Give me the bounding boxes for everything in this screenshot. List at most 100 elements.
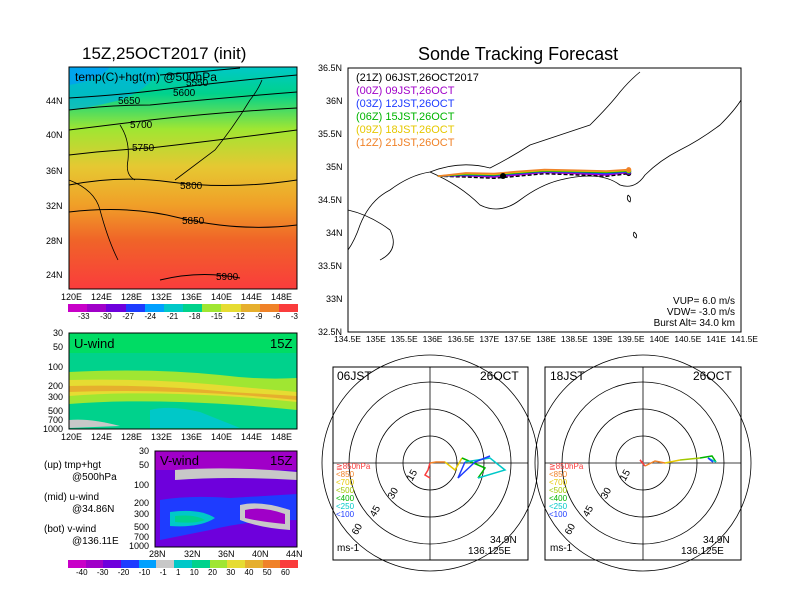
- p-tick: 200: [48, 381, 64, 391]
- cb-tick: -1: [159, 568, 167, 577]
- lon-tick: 141E: [706, 334, 727, 344]
- cb-tick: -30: [100, 312, 112, 321]
- legend-notes: (up) tmp+hgt @500hPa (mid) u-wind @34.86…: [44, 460, 119, 548]
- cb-tick: -9: [255, 312, 263, 321]
- track-legend: (21Z) 06JST,26OCT2017 (00Z) 09JST,26OCT …: [356, 72, 479, 150]
- hodo-left-lat: 34.9N: [490, 535, 517, 546]
- cb-tick: 50: [262, 568, 272, 577]
- cb-tick: -15: [211, 312, 223, 321]
- cb-tick: -6: [273, 312, 281, 321]
- contour-5800: [68, 178, 298, 187]
- lon-tick: 124E: [91, 432, 113, 442]
- colorbar-swatch: [68, 304, 88, 312]
- cb-tick: 1: [176, 568, 181, 577]
- contour-5700: [68, 107, 298, 131]
- lon-tick: 136E: [422, 334, 443, 344]
- cb-tick: 30: [226, 568, 236, 577]
- cb-tick: -3: [290, 312, 298, 321]
- note-bot2: @136.11E: [72, 536, 119, 547]
- contour-label: 5750: [132, 143, 155, 154]
- param-burst: Burst Alt= 34.0 km: [653, 318, 735, 329]
- hodo-right-lat: 34.9N: [703, 535, 730, 546]
- contour-5650: [68, 91, 298, 111]
- lat-tick: 24N: [46, 270, 63, 280]
- p-tick: 30: [139, 446, 150, 456]
- coast-shikoku: [347, 209, 394, 261]
- hodo-left-date: 26OCT: [480, 369, 519, 383]
- contour-label: 5900: [216, 272, 239, 283]
- vwind-label: V-wind: [160, 453, 200, 468]
- cb-tick: -12: [233, 312, 245, 321]
- lon-tick: 124E: [91, 292, 113, 302]
- legend-row: (06Z) 15JST,26OCT: [356, 111, 455, 123]
- lat-tick: 44N: [286, 549, 303, 559]
- legend-row: (09Z) 18JST,26OCT: [356, 124, 455, 136]
- note-up2: @500hPa: [72, 472, 117, 483]
- colorbar-swatch: [202, 304, 222, 312]
- p-tick: 50: [53, 342, 64, 352]
- cb-tick: -24: [144, 312, 157, 321]
- p-tick: 100: [48, 362, 64, 372]
- lat-tick: 35.5N: [318, 129, 343, 139]
- colorbar-swatch: [144, 304, 164, 312]
- cb-tick: 60: [280, 568, 290, 577]
- lon-tick: 148E: [271, 432, 293, 442]
- contour-5600: [68, 74, 298, 99]
- hodo-right-lon: 136.125E: [681, 546, 724, 557]
- p-tick: 700: [48, 415, 64, 425]
- colorbar-swatch: [240, 304, 260, 312]
- contour-label: 5600: [173, 88, 196, 99]
- lon-tick: 140E: [649, 334, 670, 344]
- uwind-label: U-wind: [74, 336, 115, 351]
- cb-tick: -21: [166, 312, 179, 321]
- lat-tick: 34N: [326, 228, 343, 238]
- level-label: <400: [336, 494, 355, 503]
- colorbar-swatch: [87, 304, 107, 312]
- track-lon-ticks: 134.5E 135E 135.5E 136E 136.5E 137E 137.…: [334, 334, 758, 344]
- hodo-left-lon: 136.125E: [468, 546, 511, 557]
- coast-korea: [119, 124, 136, 181]
- lon-tick: 128E: [121, 432, 143, 442]
- lat-tick: 36.5N: [318, 63, 343, 73]
- coast-china: [68, 179, 119, 261]
- cb-tick: 20: [208, 568, 217, 577]
- colorbar-swatch: [278, 304, 299, 312]
- p-tick: 30: [53, 328, 64, 338]
- cb-tick: -33: [78, 312, 90, 321]
- lon-tick: 141.5E: [731, 334, 758, 344]
- note-mid2: @34.86N: [72, 504, 115, 515]
- lon-tick: 132E: [151, 432, 173, 442]
- level-label: <250: [549, 502, 568, 511]
- cb-tick: -40: [76, 568, 88, 577]
- colorbar-swatch: [174, 560, 192, 568]
- lat-tick: 36N: [326, 96, 343, 106]
- cb-tick: -20: [117, 568, 130, 577]
- lon-tick: 139.5E: [617, 334, 645, 344]
- contour-label: 5850: [182, 216, 205, 227]
- wind-colorbar-ticks: -40 -30 -20 -10 -1 1 10 20 30 40 50 60: [76, 568, 290, 577]
- lat-tick: 33.5N: [318, 261, 343, 271]
- left-title: 15Z,25OCT2017 (init): [82, 44, 247, 63]
- lon-tick: 140.5E: [674, 334, 702, 344]
- hodo-right-unit: ms-1: [550, 543, 573, 554]
- hodo-right-date: 26OCT: [693, 369, 732, 383]
- p-tick: 500: [134, 522, 150, 532]
- level-label: <850: [549, 470, 568, 479]
- lat-tick: 32N: [184, 549, 201, 559]
- colorbar-swatch: [156, 560, 175, 568]
- track-params: VUP= 6.0 m/s VDW= -3.0 m/s Burst Alt= 34…: [620, 296, 735, 329]
- hodo-left-unit: ms-1: [337, 543, 360, 554]
- level-label: <100: [336, 510, 355, 519]
- lon-tick: 144E: [241, 292, 263, 302]
- p-tick: 1000: [129, 541, 150, 551]
- island: [632, 231, 638, 239]
- coast-east: [559, 99, 742, 187]
- colorbar-swatch: [183, 304, 203, 312]
- right-title: Sonde Tracking Forecast: [418, 44, 619, 64]
- level-label: <400: [549, 494, 568, 503]
- colorbar-swatch: [262, 560, 281, 568]
